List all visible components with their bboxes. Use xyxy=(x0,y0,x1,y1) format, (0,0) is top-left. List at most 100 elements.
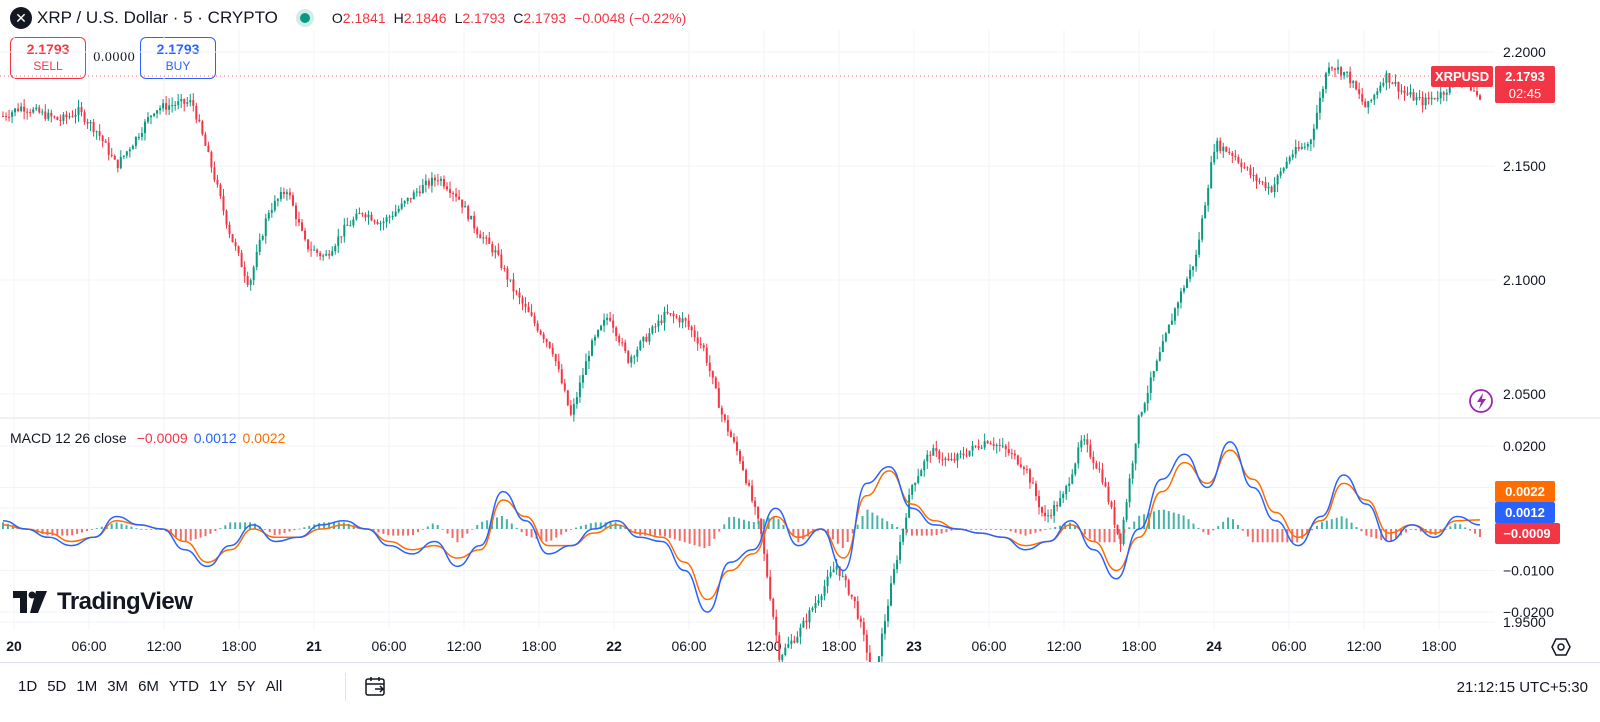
histogram-bar xyxy=(1385,529,1388,542)
histogram-bar xyxy=(1029,529,1032,535)
candle-body xyxy=(748,483,751,486)
candle-body xyxy=(430,177,433,186)
candle-body xyxy=(687,320,690,327)
candle-body xyxy=(1276,175,1279,185)
time-tick-label: 06:00 xyxy=(71,638,106,654)
price-axis: 2.20002.15002.10002.05002.00001.95001.90… xyxy=(1503,44,1546,630)
histogram-bar xyxy=(209,529,212,534)
candle-body xyxy=(814,603,817,609)
candle-body xyxy=(59,119,62,121)
candle-body xyxy=(539,330,542,335)
range-1d[interactable]: 1D xyxy=(18,678,38,695)
candle-body xyxy=(304,230,307,240)
macd-tick-label: 0.0200 xyxy=(1503,438,1546,454)
signal-line xyxy=(2,449,1481,601)
macd-tick-label: −0.0100 xyxy=(1503,563,1554,579)
candle-body xyxy=(1038,496,1041,508)
candle-body xyxy=(1282,167,1285,172)
market-status-dot[interactable] xyxy=(299,13,310,23)
macd-legend[interactable]: MACD 12 26 close −0.0009 0.0012 0.0022 xyxy=(10,430,285,446)
symbol-title[interactable]: XRP / U.S. Dollar · 5 · CRYPTO xyxy=(37,8,278,27)
range-5d[interactable]: 5D xyxy=(47,678,67,695)
candle-body xyxy=(1107,486,1110,503)
range-all[interactable]: All xyxy=(265,678,283,695)
candle-body xyxy=(1083,439,1086,441)
histogram-bar xyxy=(1345,518,1348,529)
histogram-bar xyxy=(342,522,345,529)
candle-body xyxy=(442,178,445,187)
candle-body xyxy=(639,341,642,350)
candle-body xyxy=(412,192,415,200)
candle-body xyxy=(1364,101,1367,108)
candle-body xyxy=(131,145,134,150)
histogram-bar xyxy=(594,522,597,529)
histogram-bar xyxy=(920,529,923,536)
settings-gear-icon[interactable] xyxy=(1551,637,1571,657)
sell-button[interactable]: 2.1793 SELL xyxy=(10,37,86,79)
candle-body xyxy=(802,620,805,628)
candle-body xyxy=(790,640,793,645)
candle-body xyxy=(231,234,234,243)
candle-body xyxy=(282,192,285,195)
candle-body xyxy=(557,361,560,370)
candle-body xyxy=(1041,507,1044,513)
histogram-bar xyxy=(234,522,237,529)
histogram-bar xyxy=(836,529,839,544)
candle-body xyxy=(122,155,125,157)
candle-body xyxy=(479,234,482,239)
candle-body xyxy=(926,454,929,462)
histogram-bar xyxy=(1014,529,1017,533)
clock[interactable]: 21:12:15 UTC+5:30 xyxy=(1456,679,1588,696)
candle-body xyxy=(234,242,237,247)
candle-body xyxy=(1222,146,1225,151)
price-tag-bg xyxy=(1495,66,1555,103)
histogram-bar xyxy=(1325,520,1328,529)
histogram-bar xyxy=(634,529,637,534)
flash-icon[interactable] xyxy=(1469,389,1493,413)
candle-body xyxy=(153,113,156,116)
histogram-bar xyxy=(1360,529,1363,532)
time-tick-label: 18:00 xyxy=(1421,638,1456,654)
histogram-bar xyxy=(777,519,780,529)
candle-body xyxy=(1086,439,1089,445)
chart-header: ✕ XRP / U.S. Dollar · 5 · CRYPTO O2.1841… xyxy=(10,6,686,30)
candle-body xyxy=(1213,151,1216,163)
histogram-bar xyxy=(1414,529,1417,531)
candle-body xyxy=(600,325,603,331)
candle-body xyxy=(1010,453,1013,455)
tradingview-logo[interactable]: TradingView xyxy=(13,588,193,616)
candle-body xyxy=(1439,92,1442,99)
range-3m[interactable]: 3M xyxy=(107,678,129,695)
open-value: 2.1841 xyxy=(342,10,386,26)
histogram-bar xyxy=(1335,517,1338,529)
histogram-bar xyxy=(584,524,587,529)
price-chart[interactable]: 2.20002.15002.10002.05002.00001.95001.90… xyxy=(0,0,1600,662)
candle-body xyxy=(868,652,871,662)
candle-body xyxy=(636,349,639,357)
histogram-bar xyxy=(446,529,449,534)
time-tick-label: 12:00 xyxy=(446,638,481,654)
histogram-bar xyxy=(1207,529,1210,535)
range-5y[interactable]: 5Y xyxy=(237,678,256,695)
histogram-bar xyxy=(925,529,928,536)
time-tick-label: 06:00 xyxy=(1271,638,1306,654)
macd-line xyxy=(2,441,1481,613)
go-to-date-icon[interactable] xyxy=(364,675,386,697)
histogram-bar xyxy=(570,529,573,530)
candle-body xyxy=(397,208,400,212)
buy-button[interactable]: 2.1793 BUY xyxy=(140,37,216,79)
candle-body xyxy=(89,121,92,124)
range-1m[interactable]: 1M xyxy=(76,678,98,695)
candle-body xyxy=(841,575,844,577)
candle-body xyxy=(1267,186,1270,189)
candle-body xyxy=(1243,167,1246,169)
candle-body xyxy=(427,180,430,186)
range-ytd[interactable]: YTD xyxy=(168,678,199,695)
histogram-bar xyxy=(1083,529,1086,535)
histogram-bar xyxy=(244,522,247,529)
histogram-bar xyxy=(1296,529,1299,543)
candle-body xyxy=(436,180,439,182)
histogram-bar xyxy=(723,524,726,529)
range-1y[interactable]: 1Y xyxy=(208,678,228,695)
range-6m[interactable]: 6M xyxy=(138,678,159,695)
